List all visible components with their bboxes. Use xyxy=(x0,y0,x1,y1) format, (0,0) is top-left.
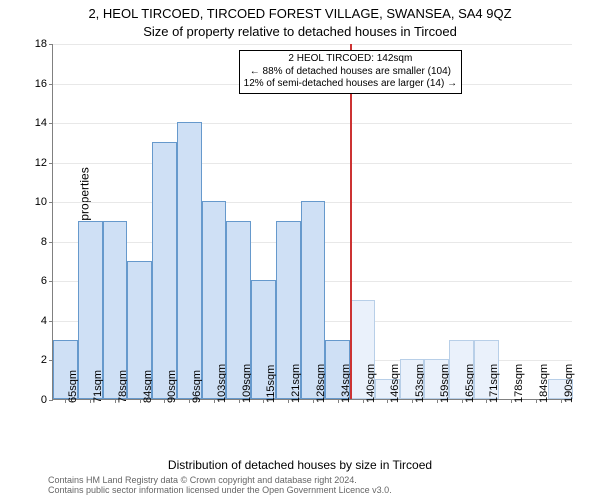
histogram-bar xyxy=(177,122,202,399)
y-tick-mark xyxy=(49,242,53,243)
histogram-bar xyxy=(152,142,177,399)
annotation-box: 2 HEOL TIRCOED: 142sqm← 88% of detached … xyxy=(239,50,462,94)
annotation-line: 2 HEOL TIRCOED: 142sqm xyxy=(244,53,457,66)
gridline xyxy=(53,163,572,164)
x-tick-mark xyxy=(536,399,537,403)
y-tick-mark xyxy=(49,44,53,45)
x-tick-label: 190sqm xyxy=(563,364,575,403)
y-tick-mark xyxy=(49,202,53,203)
x-tick-mark xyxy=(90,399,91,403)
x-tick-mark xyxy=(239,399,240,403)
y-tick-label: 6 xyxy=(41,275,47,287)
credits-line2: Contains public sector information licen… xyxy=(48,486,392,496)
x-tick-label: 171sqm xyxy=(488,364,500,403)
annotation-line: ← 88% of detached houses are smaller (10… xyxy=(244,66,457,79)
y-tick-label: 4 xyxy=(41,315,47,327)
x-tick-mark xyxy=(140,399,141,403)
annotation-line: 12% of semi-detached houses are larger (… xyxy=(244,78,457,91)
x-tick-mark xyxy=(214,399,215,403)
x-tick-mark xyxy=(437,399,438,403)
y-tick-mark xyxy=(49,163,53,164)
x-tick-mark xyxy=(338,399,339,403)
y-tick-label: 12 xyxy=(35,157,47,169)
y-tick-mark xyxy=(49,321,53,322)
plot-area: 02468101214161865sqm71sqm78sqm84sqm90sqm… xyxy=(52,44,572,400)
y-tick-label: 16 xyxy=(35,78,47,90)
chart-container: 2, HEOL TIRCOED, TIRCOED FOREST VILLAGE,… xyxy=(0,0,600,500)
y-tick-label: 2 xyxy=(41,354,47,366)
y-tick-label: 14 xyxy=(35,117,47,129)
x-tick-mark xyxy=(115,399,116,403)
y-tick-mark xyxy=(49,281,53,282)
y-tick-mark xyxy=(49,123,53,124)
y-tick-mark xyxy=(49,84,53,85)
y-tick-mark xyxy=(49,400,53,401)
x-tick-mark xyxy=(561,399,562,403)
x-axis-label: Distribution of detached houses by size … xyxy=(0,458,600,472)
credits-text: Contains HM Land Registry data © Crown c… xyxy=(48,476,392,496)
gridline xyxy=(53,123,572,124)
x-tick-mark xyxy=(363,399,364,403)
y-tick-label: 18 xyxy=(35,38,47,50)
y-tick-label: 8 xyxy=(41,236,47,248)
y-tick-label: 10 xyxy=(35,196,47,208)
reference-line xyxy=(350,44,352,399)
gridline xyxy=(53,44,572,45)
x-tick-mark xyxy=(412,399,413,403)
x-tick-mark xyxy=(511,399,512,403)
x-tick-mark xyxy=(462,399,463,403)
x-tick-mark xyxy=(313,399,314,403)
chart-title-line2: Size of property relative to detached ho… xyxy=(0,24,600,39)
y-tick-label: 0 xyxy=(41,394,47,406)
x-tick-label: 178sqm xyxy=(513,364,525,403)
chart-title-line1: 2, HEOL TIRCOED, TIRCOED FOREST VILLAGE,… xyxy=(0,6,600,21)
